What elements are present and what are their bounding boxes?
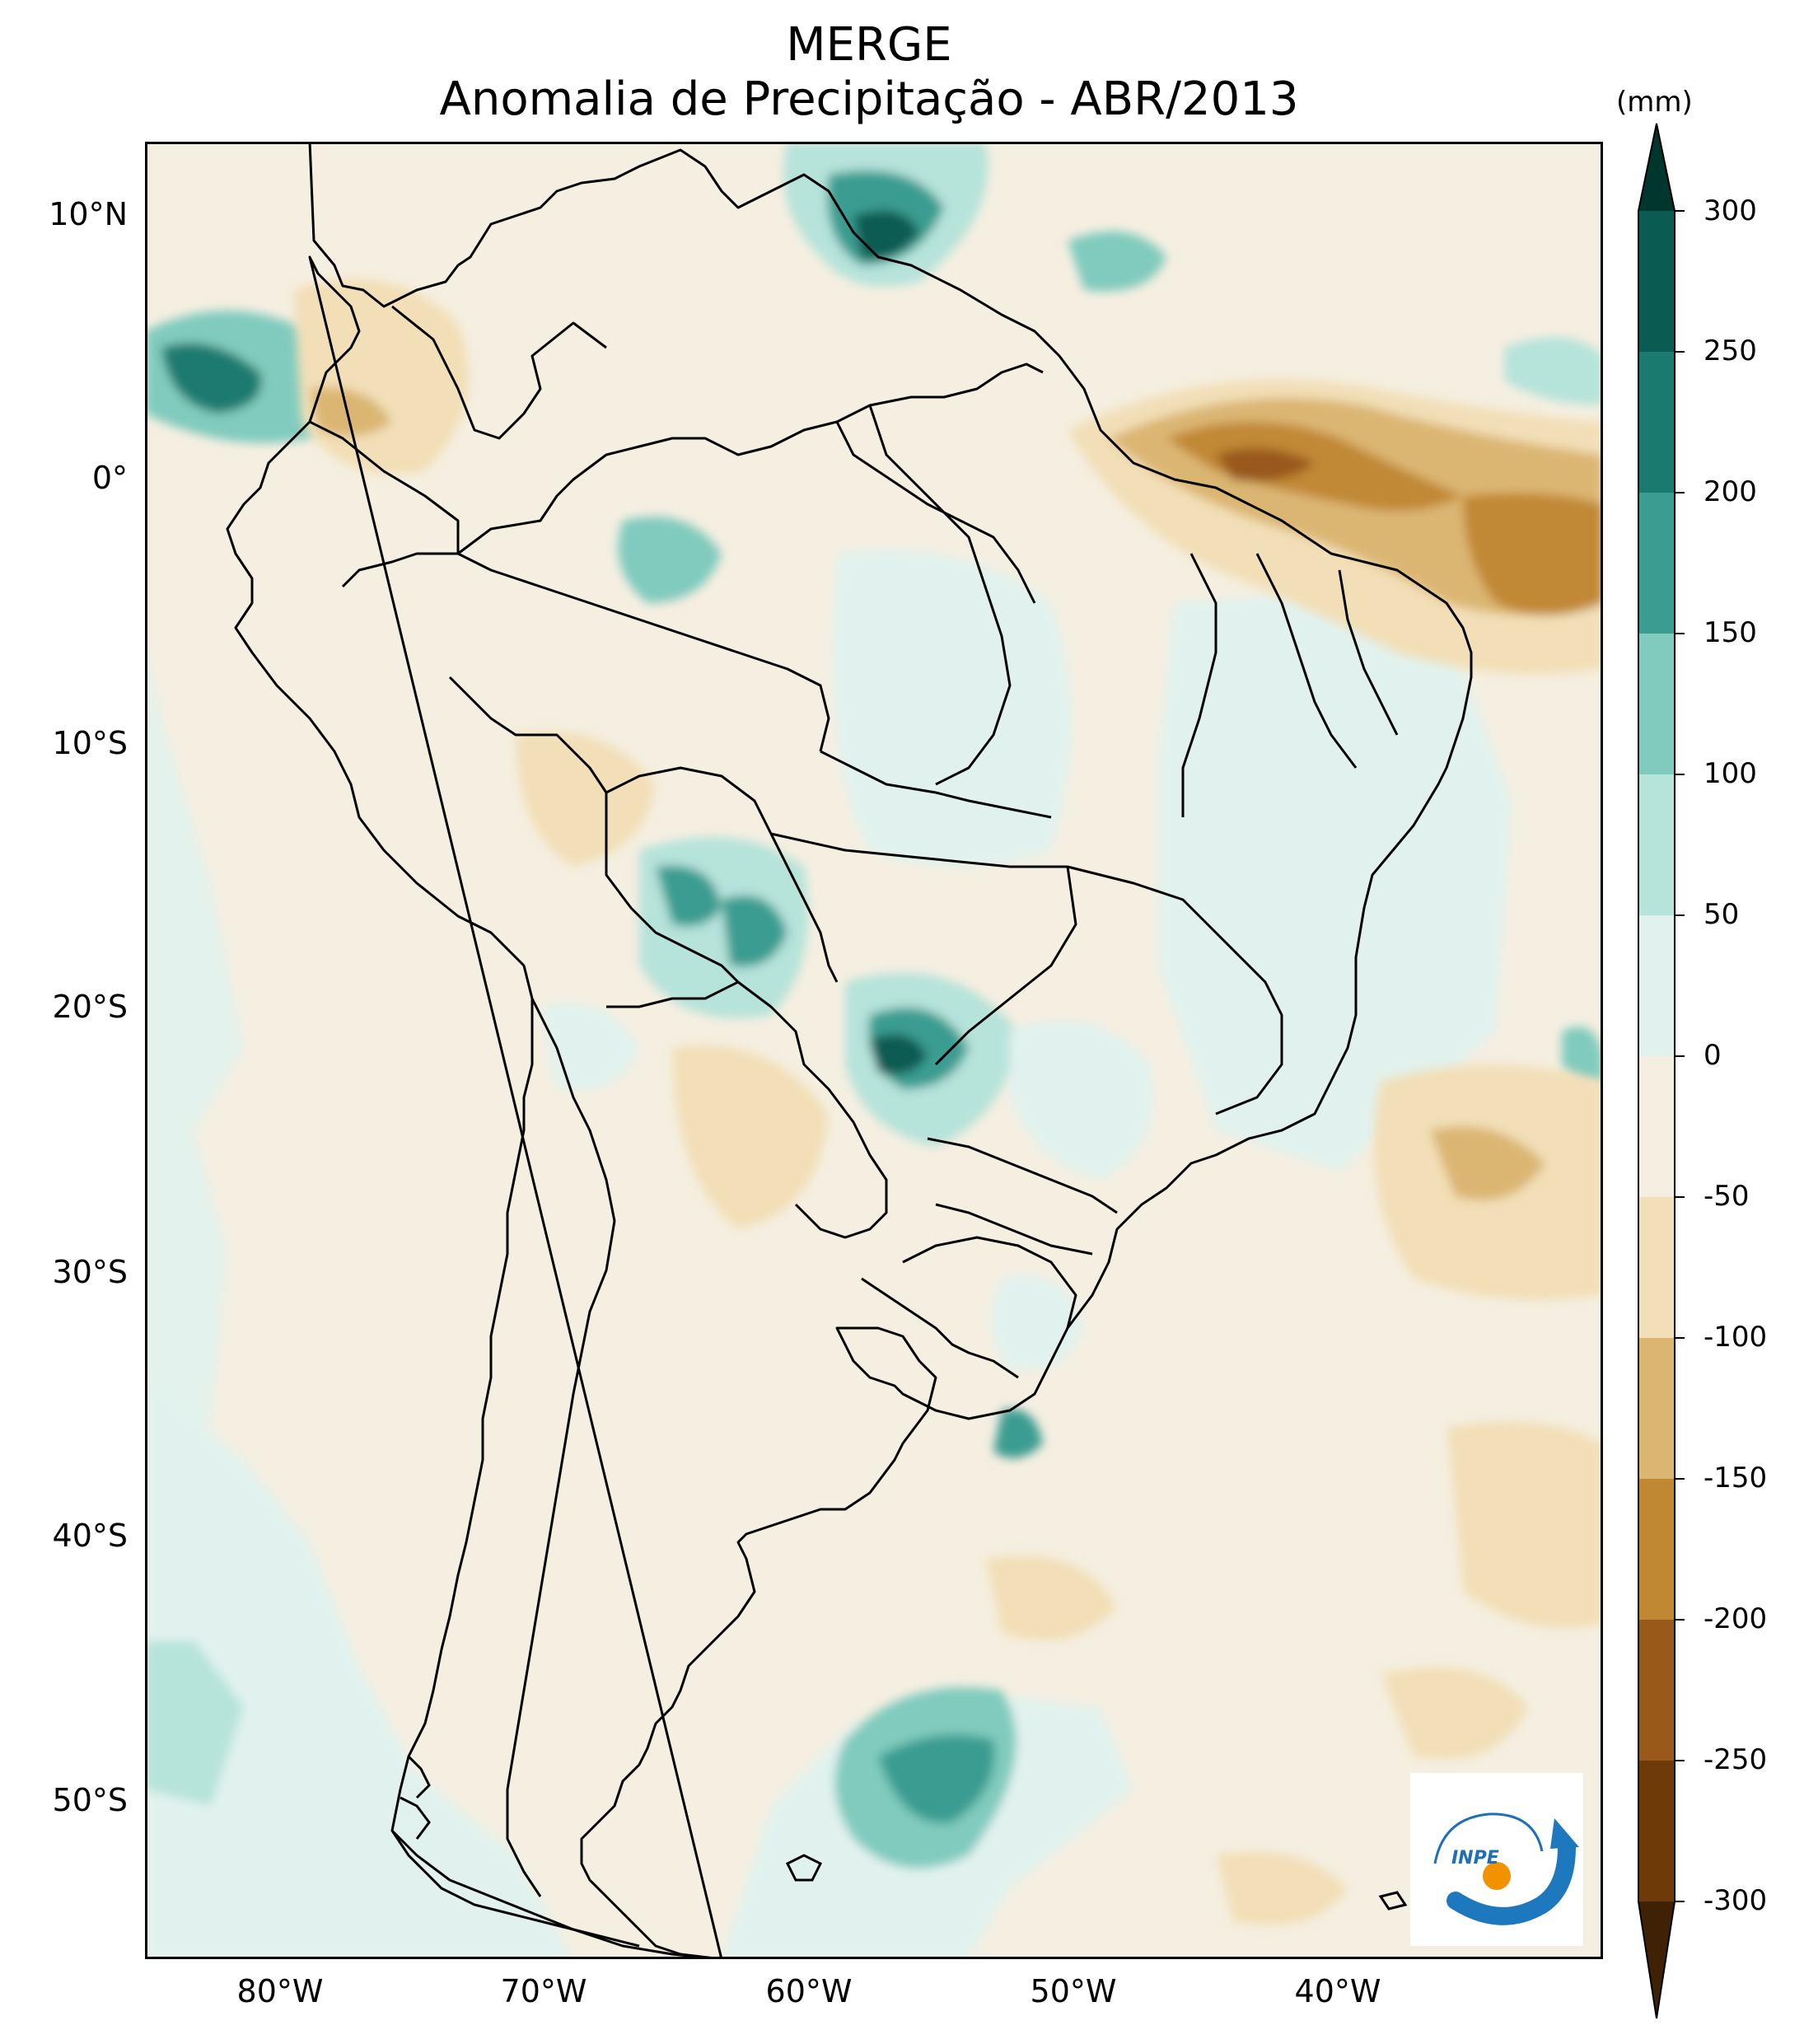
lon-label-40w: 40°W — [1294, 1973, 1381, 2009]
wet-anomaly-regions — [145, 142, 1603, 1959]
border-brazil-south — [927, 1137, 1118, 1214]
border-argentina-uruguay — [861, 1277, 1019, 1379]
colorbar-extend-min — [1638, 1901, 1675, 2018]
border-brazil-states-east — [1067, 865, 1283, 1116]
colorbar-band — [1638, 1761, 1675, 1901]
border-brazil-northeast-2 — [1255, 553, 1358, 769]
lat-label-10s: 10°S — [52, 725, 128, 761]
precipitation-anomaly-map — [145, 142, 1603, 1959]
lon-label-60w: 60°W — [765, 1973, 853, 2009]
map-subtitle: Anomalia de Precipitação - ABR/2013 — [439, 72, 1299, 126]
colorbar-tick-m150: -150 — [1704, 1462, 1768, 1494]
lat-label-10n: 10°N — [49, 196, 128, 232]
border-brazil-northeast-1 — [1181, 553, 1217, 817]
colorbar-tick-200: 200 — [1704, 475, 1757, 508]
colorbar-unit: (mm) — [1616, 86, 1693, 119]
border-amazon-state — [457, 552, 830, 752]
southern-islands — [390, 1755, 1408, 1948]
colorbar-extend-max — [1638, 124, 1675, 211]
colorbar-band — [1638, 1620, 1675, 1761]
colorbar-tick-50: 50 — [1704, 898, 1740, 931]
colorbar-band — [1638, 211, 1675, 352]
border-brazil-west — [457, 362, 1044, 555]
colorbar-tick-0: 0 — [1704, 1039, 1722, 1072]
lon-label-70w: 70°W — [500, 1973, 587, 2009]
colorbar-tick-150: 150 — [1704, 616, 1757, 649]
colorbar-band — [1638, 1338, 1675, 1479]
colorbar-band — [1638, 493, 1675, 634]
border-paraguay — [737, 980, 888, 1239]
lat-label-40s: 40°S — [52, 1518, 128, 1554]
border-chile-argentina — [506, 998, 616, 1897]
border-argentina-bolivia — [606, 980, 739, 1008]
map-frame — [145, 142, 1603, 1959]
dry-anomaly-regions — [293, 278, 1603, 1925]
inpe-logo-text: INPE — [1451, 1848, 1499, 1869]
lat-label-50s: 50°S — [52, 1782, 128, 1818]
inpe-logo-icon: INPE — [1433, 1812, 1579, 1925]
border-colombia-venezuela — [391, 305, 607, 440]
border-brazil-northeast-3 — [1338, 569, 1399, 736]
border-brazil-south-2 — [935, 1203, 1093, 1256]
border-brazil-states-north — [835, 421, 1036, 604]
colorbar-tick-m100: -100 — [1704, 1321, 1768, 1354]
colorbar-tick-m250: -250 — [1704, 1743, 1768, 1776]
colorbar-tick-250: 250 — [1704, 334, 1757, 367]
colorbar-band — [1638, 915, 1675, 1056]
map-title: MERGE — [786, 18, 952, 72]
border-brazil-states-mid — [770, 832, 1068, 868]
lon-label-50w: 50°W — [1030, 1973, 1117, 2009]
border-para-state — [868, 405, 1012, 786]
continent-outlines — [226, 142, 1473, 1959]
border-colombia-peru — [309, 420, 460, 588]
inpe-logo: INPE — [1410, 1773, 1583, 1946]
colorbar-tick-m50: -50 — [1704, 1180, 1750, 1213]
lat-label-20s: 20°S — [52, 989, 128, 1025]
colorbar-band — [1638, 1056, 1675, 1197]
border-brazil-states-central — [934, 866, 1077, 1066]
colorbar-tick-m300: -300 — [1704, 1884, 1768, 1917]
colorbar-tick-m200: -200 — [1704, 1602, 1768, 1635]
colorbar — [1638, 123, 1685, 2019]
border-rs-state — [902, 1236, 1077, 1329]
lat-label-30s: 30°S — [52, 1254, 128, 1290]
colorbar-band — [1638, 634, 1675, 774]
border-mato-grosso — [820, 750, 1052, 819]
lat-label-0: 0° — [91, 460, 128, 496]
colorbar-band — [1638, 352, 1675, 493]
colorbar-tick-100: 100 — [1704, 757, 1757, 790]
colorbar-band — [1638, 1197, 1675, 1338]
colorbar-band — [1638, 1479, 1675, 1620]
lon-label-80w: 80°W — [236, 1973, 324, 2009]
colorbar-tick-300: 300 — [1704, 194, 1757, 227]
colorbar-band — [1638, 774, 1675, 915]
